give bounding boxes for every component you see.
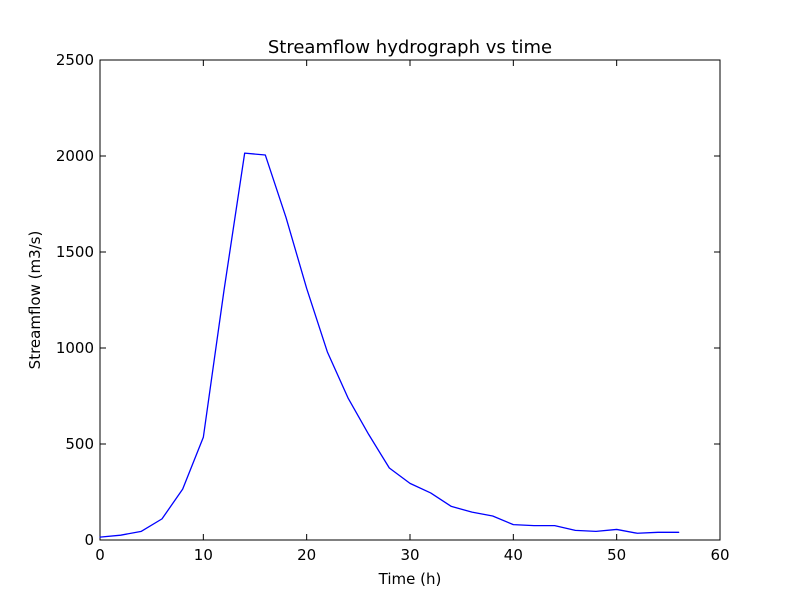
x-axis-label: Time (h)	[378, 570, 442, 588]
x-tick-label-1: 10	[194, 546, 213, 564]
series-layer	[99, 152, 680, 538]
x-tick-label-5: 50	[607, 546, 626, 564]
y-tick-label-1: 500	[65, 435, 94, 453]
y-tick-label-0: 0	[84, 531, 94, 549]
x-tick-label-6: 60	[710, 546, 729, 564]
y-axis-ticks: 0 500 1000 1500 2000 2500	[56, 51, 720, 549]
y-tick-label-2: 1000	[56, 339, 94, 357]
series-line-0	[99, 152, 680, 538]
y-axis-label: Streamflow (m3/s)	[26, 231, 44, 370]
x-axis-ticks: 0 10 20 30 40 50 60	[95, 60, 730, 564]
x-tick-label-4: 40	[504, 546, 523, 564]
x-tick-label-3: 30	[400, 546, 419, 564]
y-tick-label-3: 1500	[56, 243, 94, 261]
plot-area-frame	[99, 59, 721, 541]
y-tick-label-5: 2500	[56, 51, 94, 69]
y-tick-label-4: 2000	[56, 147, 94, 165]
x-tick-label-0: 0	[95, 546, 105, 564]
chart-title: Streamflow hydrograph vs time	[268, 37, 552, 58]
x-tick-label-2: 20	[297, 546, 316, 564]
